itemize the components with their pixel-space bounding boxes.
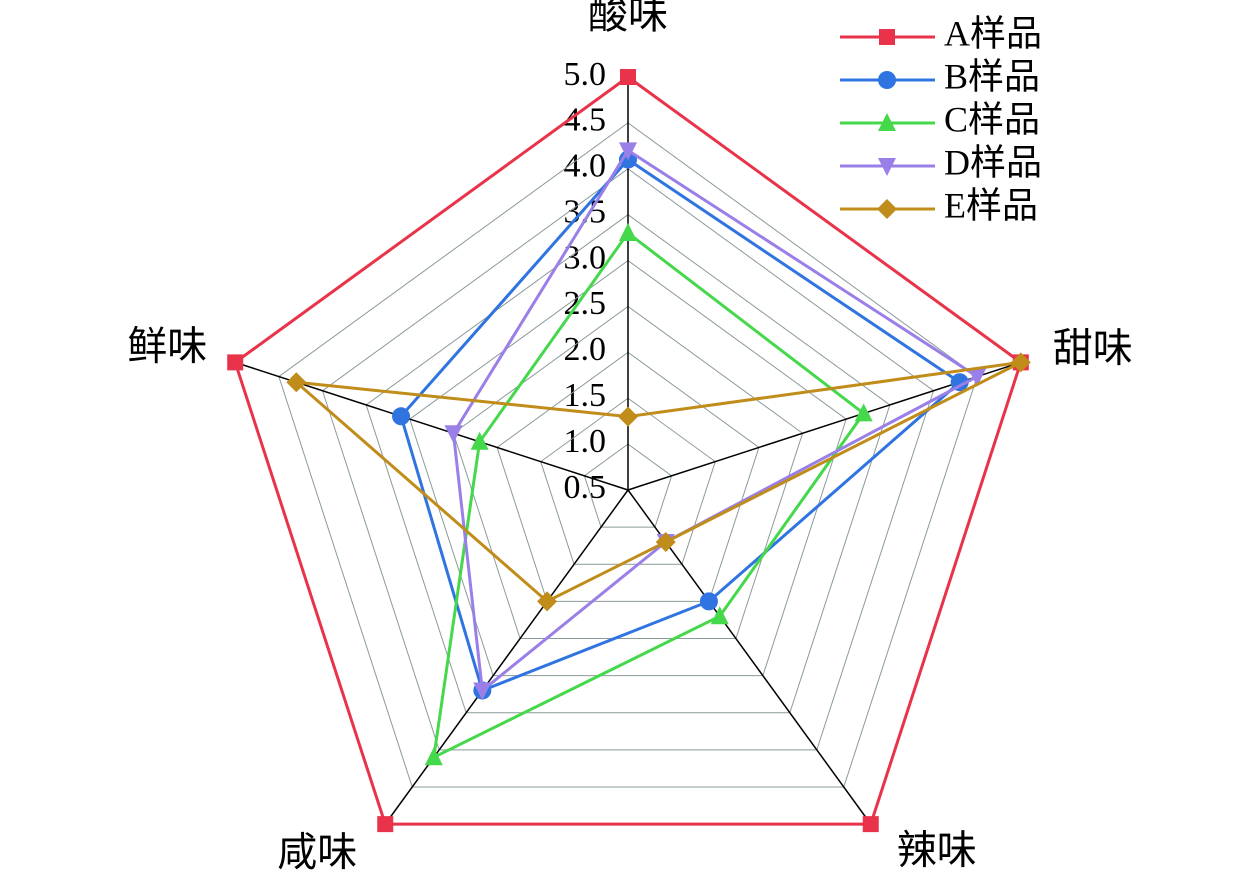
category-label: 鲜味 [127, 324, 207, 369]
axis-spoke [384, 489, 629, 825]
r-tick-label: 5.0 [564, 56, 607, 93]
series-line [399, 157, 963, 693]
data-point [620, 69, 636, 85]
grid-ring [452, 305, 804, 639]
data-point [619, 142, 637, 161]
data-point [710, 606, 729, 625]
category-label: 酸味 [588, 0, 668, 37]
legend-marker [878, 113, 896, 131]
data-point [473, 682, 492, 701]
category-label: 甜味 [1053, 326, 1133, 371]
legend-label: C样品 [944, 99, 1040, 139]
r-tick-label: 1.0 [564, 423, 607, 460]
data-point [392, 407, 411, 426]
data-point [444, 425, 463, 444]
grid-ring [365, 214, 891, 714]
grid-ring [583, 443, 673, 528]
data-point [377, 816, 394, 833]
data-point [862, 816, 879, 833]
grid-ring [278, 122, 978, 788]
legend-marker [878, 71, 896, 89]
legend-label: B样品 [944, 56, 1040, 96]
r-tick-label: 1.5 [564, 377, 607, 414]
series-line [451, 148, 981, 694]
series-line [431, 230, 866, 760]
data-point [655, 531, 676, 552]
data-point [470, 431, 489, 450]
data-point [537, 591, 558, 612]
legend-label: A样品 [944, 13, 1042, 53]
data-point [854, 403, 873, 422]
grid-ring [321, 168, 935, 751]
legend-marker [877, 199, 897, 219]
r-tick-label: 0.5 [564, 469, 607, 506]
legend-label: D样品 [944, 142, 1042, 182]
data-point [699, 592, 718, 611]
r-tick-label: 2.0 [564, 331, 607, 368]
data-point [227, 354, 244, 371]
data-point [968, 368, 987, 387]
data-point [1010, 352, 1031, 373]
category-label: 辣味 [897, 827, 977, 872]
series-line [233, 75, 1023, 826]
series-line [291, 360, 1022, 604]
r-tick-label: 4.0 [564, 148, 607, 185]
legend-label: E样品 [944, 185, 1038, 225]
data-point [424, 747, 443, 766]
data-point [286, 372, 307, 393]
category-label: 咸味 [277, 829, 357, 874]
data-point [619, 223, 637, 242]
legend-marker [878, 158, 896, 176]
legend-marker [879, 29, 895, 45]
grid-ring [540, 397, 716, 565]
grid-ring [496, 351, 760, 602]
data-point [618, 406, 638, 427]
